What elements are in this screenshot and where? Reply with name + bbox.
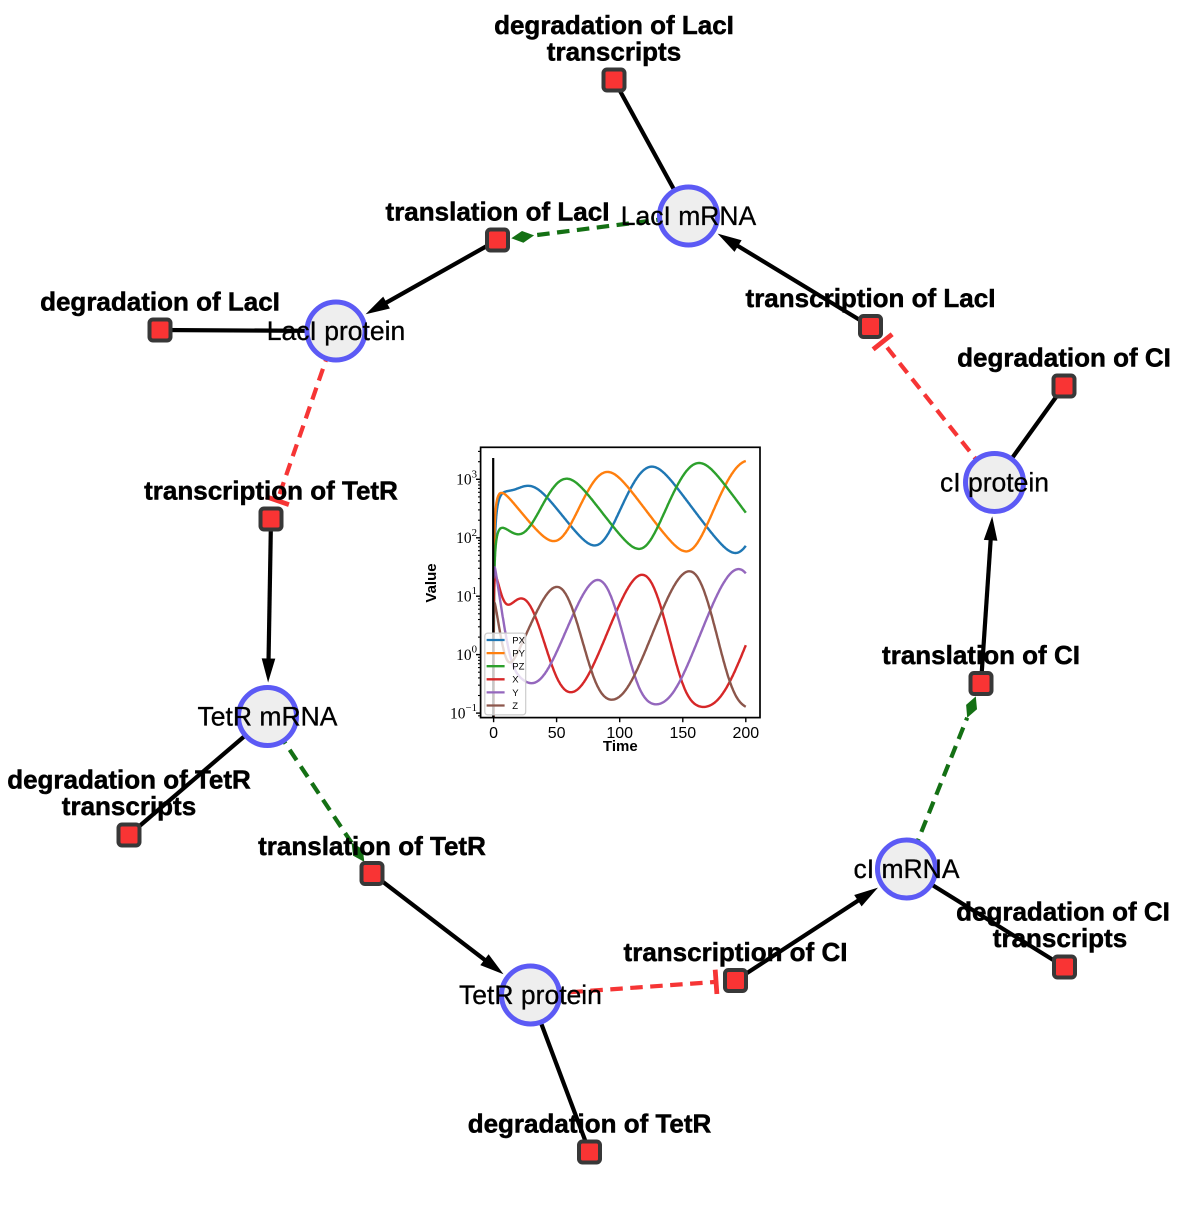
svg-text:transcription of TetR: transcription of TetR [144,476,398,506]
svg-text:cI protein: cI protein [940,468,1049,498]
svg-text:TetR mRNA: TetR mRNA [198,702,338,732]
svg-text:transcription of LacI: transcription of LacI [746,283,996,313]
svg-text:degradation of CI: degradation of CI [957,343,1171,373]
svg-text:150: 150 [669,725,696,742]
svg-text:0: 0 [489,725,498,742]
svg-text:degradation of TetR: degradation of TetR [7,765,251,795]
svg-text:LacI mRNA: LacI mRNA [621,201,757,231]
svg-text:PZ: PZ [512,662,524,673]
svg-text:100: 100 [606,725,633,742]
svg-text:cI mRNA: cI mRNA [854,854,960,884]
svg-text:degradation of LacI: degradation of LacI [494,10,734,40]
svg-text:transcripts: transcripts [993,923,1127,953]
svg-text:Z: Z [512,701,518,712]
svg-text:translation of TetR: translation of TetR [258,831,486,861]
svg-text:translation of CI: translation of CI [882,640,1080,670]
svg-text:X: X [512,675,519,686]
svg-text:200: 200 [732,725,759,742]
svg-text:degradation of LacI: degradation of LacI [40,287,280,317]
svg-text:LacI protein: LacI protein [267,316,405,346]
svg-text:PX: PX [512,635,525,646]
svg-text:transcripts: transcripts [62,791,196,821]
svg-text:degradation of CI: degradation of CI [956,897,1170,927]
svg-text:Time: Time [603,738,638,755]
svg-text:transcription of CI: transcription of CI [624,937,848,967]
svg-text:PY: PY [512,649,525,660]
svg-text:Value: Value [423,563,440,602]
svg-text:degradation of TetR: degradation of TetR [468,1109,712,1139]
svg-text:50: 50 [548,725,566,742]
svg-text:transcripts: transcripts [547,37,681,67]
svg-text:Y: Y [512,688,519,699]
svg-text:TetR protein: TetR protein [459,980,602,1010]
svg-text:translation of LacI: translation of LacI [386,197,610,227]
